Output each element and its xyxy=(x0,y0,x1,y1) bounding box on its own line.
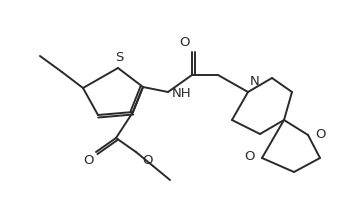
Text: O: O xyxy=(179,36,190,49)
Text: O: O xyxy=(245,150,255,163)
Text: O: O xyxy=(142,154,152,167)
Text: S: S xyxy=(115,51,123,64)
Text: O: O xyxy=(83,154,94,167)
Text: O: O xyxy=(315,128,325,141)
Text: NH: NH xyxy=(172,86,191,100)
Text: N: N xyxy=(250,75,260,88)
